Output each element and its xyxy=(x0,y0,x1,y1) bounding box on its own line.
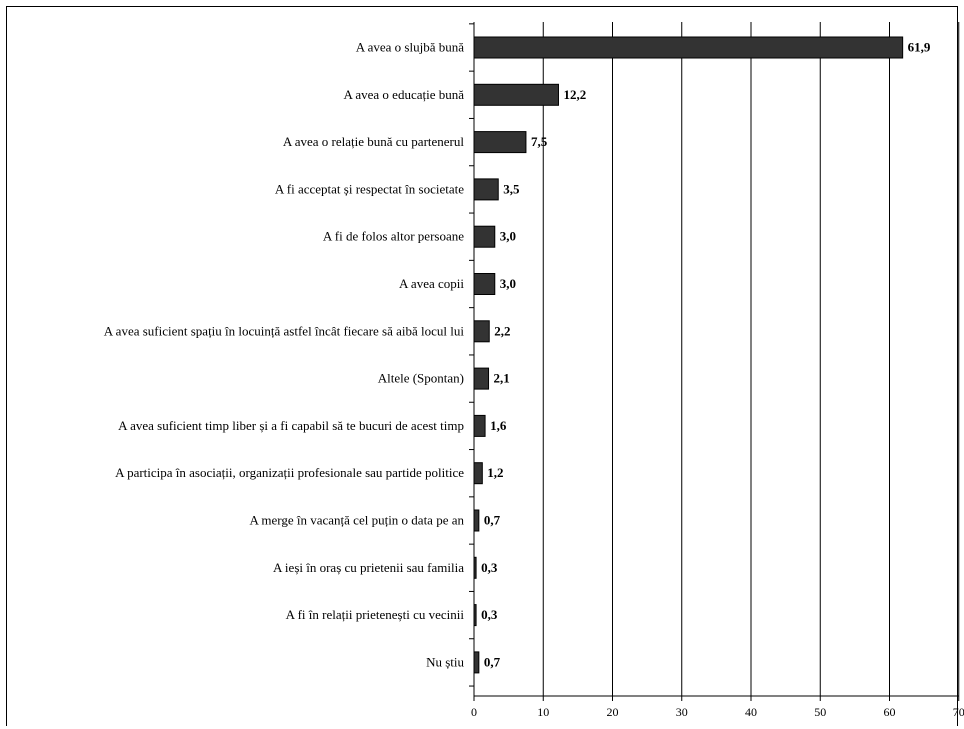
data-label: 2,2 xyxy=(494,323,510,338)
x-tick-label: 20 xyxy=(607,705,619,719)
data-label: 3,0 xyxy=(500,276,516,291)
category-label: A participa în asociații, organizații pr… xyxy=(115,465,464,480)
bar xyxy=(473,556,477,579)
category-label: A avea o educație bună xyxy=(343,87,464,102)
data-label: 7,5 xyxy=(531,134,548,149)
bar xyxy=(473,320,490,343)
category-label: A avea copii xyxy=(399,276,464,291)
category-label: A fi acceptat și respectat în societate xyxy=(275,181,464,196)
chart-frame xyxy=(6,6,958,726)
category-label: A avea o slujbă bună xyxy=(356,40,465,55)
category-label: A fi în relații prietenești cu vecinii xyxy=(286,607,465,622)
bar xyxy=(473,462,483,485)
bar xyxy=(473,651,480,674)
data-label: 1,6 xyxy=(490,418,507,433)
bar xyxy=(473,83,559,106)
x-tick-label: 40 xyxy=(745,705,757,719)
category-label: A merge în vacanță cel puțin o data pe a… xyxy=(249,513,464,528)
category-label: Nu știu xyxy=(426,654,464,669)
data-label: 12,2 xyxy=(563,87,586,102)
category-label: Altele (Spontan) xyxy=(378,371,464,386)
x-tick-label: 70 xyxy=(953,705,964,719)
bar xyxy=(473,414,486,437)
data-label: 0,7 xyxy=(484,513,501,528)
category-label: A avea suficient timp liber și a fi capa… xyxy=(118,418,464,433)
bar xyxy=(473,225,496,248)
bar xyxy=(473,604,477,627)
x-tick-label: 60 xyxy=(884,705,896,719)
data-label: 1,2 xyxy=(487,465,503,480)
data-label: 2,1 xyxy=(494,371,510,386)
category-label: A avea o relație bună cu partenerul xyxy=(283,134,465,149)
bar xyxy=(473,367,490,390)
bar xyxy=(473,509,480,532)
bar xyxy=(473,36,904,59)
data-label: 3,5 xyxy=(503,181,520,196)
category-label: A avea suficient spațiu în locuință astf… xyxy=(104,323,465,338)
data-label: 0,3 xyxy=(481,607,498,622)
x-tick-label: 30 xyxy=(676,705,688,719)
category-label: A fi de folos altor persoane xyxy=(323,229,464,244)
data-label: 0,7 xyxy=(484,654,501,669)
x-tick-label: 50 xyxy=(814,705,826,719)
bar xyxy=(473,131,527,154)
data-label: 3,0 xyxy=(500,229,516,244)
category-label: A ieși în oraș cu prietenii sau familia xyxy=(273,560,464,575)
data-label: 0,3 xyxy=(481,560,498,575)
bar xyxy=(473,178,499,201)
x-tick-label: 10 xyxy=(537,705,549,719)
data-label: 61,9 xyxy=(908,40,931,55)
bar xyxy=(473,273,496,295)
x-tick-label: 0 xyxy=(471,705,477,719)
